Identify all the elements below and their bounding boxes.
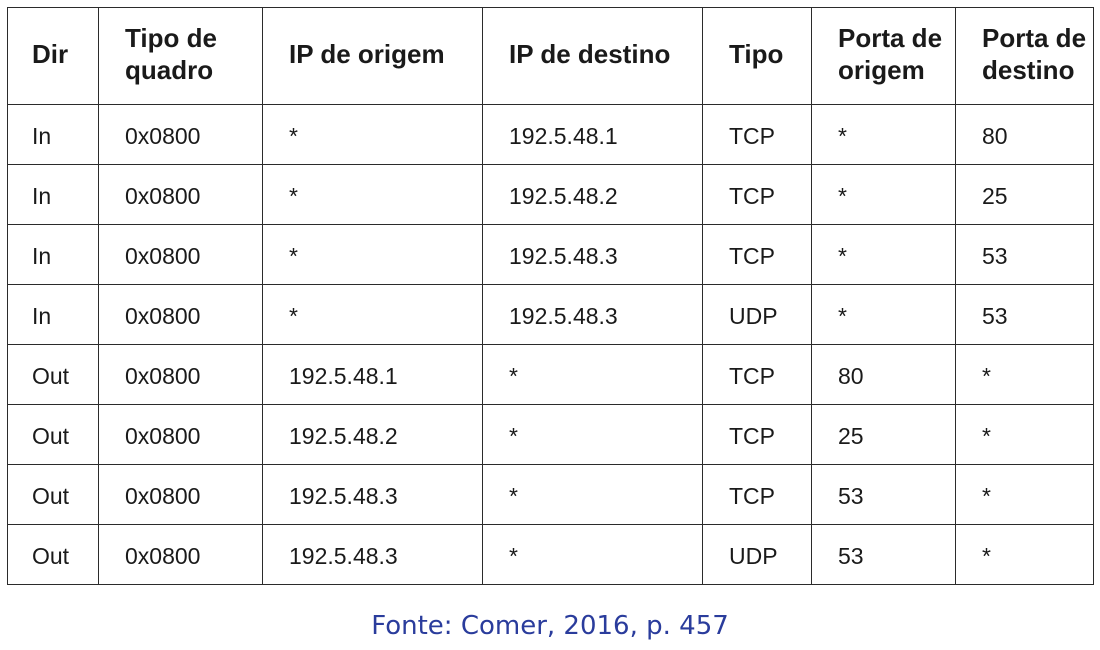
cell-porta-de-destino: 80 <box>955 104 1094 165</box>
table-row: In 0x0800 * 192.5.48.3 TCP * 53 <box>7 224 1094 285</box>
header-porta-de-origem: Porta de origem <box>811 7 956 105</box>
header-dir: Dir <box>7 7 99 105</box>
cell-tipo: TCP <box>702 164 812 225</box>
table-row: In 0x0800 * 192.5.48.1 TCP * 80 <box>7 104 1094 165</box>
header-row: Dir Tipo de quadro IP de origem IP de de… <box>7 7 1094 105</box>
cell-tipo-de-quadro: 0x0800 <box>98 464 263 525</box>
header-tipo-de-quadro: Tipo de quadro <box>98 7 263 105</box>
cell-dir: Out <box>7 524 99 585</box>
cell-ip-de-origem: 192.5.48.3 <box>262 464 483 525</box>
cell-tipo-de-quadro: 0x0800 <box>98 404 263 465</box>
cell-dir: In <box>7 284 99 345</box>
cell-porta-de-destino: 25 <box>955 164 1094 225</box>
cell-porta-de-destino: * <box>955 464 1094 525</box>
cell-dir: Out <box>7 404 99 465</box>
cell-tipo: UDP <box>702 524 812 585</box>
cell-tipo-de-quadro: 0x0800 <box>98 104 263 165</box>
cell-porta-de-destino: * <box>955 404 1094 465</box>
cell-ip-de-destino: * <box>482 524 703 585</box>
table-row: In 0x0800 * 192.5.48.3 UDP * 53 <box>7 284 1094 345</box>
cell-dir: In <box>7 104 99 165</box>
cell-ip-de-destino: 192.5.48.2 <box>482 164 703 225</box>
cell-ip-de-destino: 192.5.48.3 <box>482 224 703 285</box>
cell-ip-de-destino: 192.5.48.3 <box>482 284 703 345</box>
table-row: Out 0x0800 192.5.48.3 * UDP 53 * <box>7 524 1094 585</box>
cell-ip-de-destino: * <box>482 464 703 525</box>
header-porta-de-destino: Porta de destino <box>955 7 1094 105</box>
cell-porta-de-origem: * <box>811 164 956 225</box>
cell-tipo-de-quadro: 0x0800 <box>98 344 263 405</box>
cell-tipo: TCP <box>702 464 812 525</box>
cell-porta-de-destino: * <box>955 524 1094 585</box>
cell-ip-de-destino: 192.5.48.1 <box>482 104 703 165</box>
table-row: In 0x0800 * 192.5.48.2 TCP * 25 <box>7 164 1094 225</box>
header-tipo: Tipo <box>702 7 812 105</box>
cell-porta-de-destino: * <box>955 344 1094 405</box>
cell-ip-de-destino: * <box>482 344 703 405</box>
cell-dir: Out <box>7 464 99 525</box>
cell-tipo: UDP <box>702 284 812 345</box>
cell-tipo-de-quadro: 0x0800 <box>98 224 263 285</box>
source-caption: Fonte: Comer, 2016, p. 457 <box>371 611 729 641</box>
cell-dir: Out <box>7 344 99 405</box>
cell-ip-de-origem: * <box>262 224 483 285</box>
cell-tipo: TCP <box>702 104 812 165</box>
header-ip-de-origem: IP de origem <box>262 7 483 105</box>
table-body: In 0x0800 * 192.5.48.1 TCP * 80 In 0x0800 * 192.5.… <box>7 104 1094 585</box>
cell-porta-de-origem: 53 <box>811 464 956 525</box>
cell-tipo-de-quadro: 0x0800 <box>98 164 263 225</box>
cell-porta-de-destino: 53 <box>955 284 1094 345</box>
cell-tipo: TCP <box>702 224 812 285</box>
header-ip-de-destino: IP de destino <box>482 7 703 105</box>
table-row: Out 0x0800 192.5.48.3 * TCP 53 * <box>7 464 1094 525</box>
cell-tipo: TCP <box>702 344 812 405</box>
cell-dir: In <box>7 164 99 225</box>
cell-porta-de-origem: 53 <box>811 524 956 585</box>
cell-ip-de-origem: 192.5.48.3 <box>262 524 483 585</box>
cell-porta-de-origem: * <box>811 104 956 165</box>
table-row: Out 0x0800 192.5.48.1 * TCP 80 * <box>7 344 1094 405</box>
cell-dir: In <box>7 224 99 285</box>
cell-porta-de-origem: 80 <box>811 344 956 405</box>
cell-porta-de-destino: 53 <box>955 224 1094 285</box>
table-row: Out 0x0800 192.5.48.2 * TCP 25 * <box>7 404 1094 465</box>
cell-tipo: TCP <box>702 404 812 465</box>
cell-porta-de-origem: * <box>811 284 956 345</box>
cell-ip-de-destino: * <box>482 404 703 465</box>
cell-ip-de-origem: * <box>262 104 483 165</box>
cell-ip-de-origem: * <box>262 284 483 345</box>
firewall-rules-table: Dir Tipo de quadro IP de origem IP de de… <box>7 7 1094 585</box>
cell-tipo-de-quadro: 0x0800 <box>98 284 263 345</box>
cell-ip-de-origem: * <box>262 164 483 225</box>
table-header: Dir Tipo de quadro IP de origem IP de de… <box>7 7 1094 105</box>
cell-ip-de-origem: 192.5.48.1 <box>262 344 483 405</box>
cell-tipo-de-quadro: 0x0800 <box>98 524 263 585</box>
cell-ip-de-origem: 192.5.48.2 <box>262 404 483 465</box>
cell-porta-de-origem: 25 <box>811 404 956 465</box>
cell-porta-de-origem: * <box>811 224 956 285</box>
